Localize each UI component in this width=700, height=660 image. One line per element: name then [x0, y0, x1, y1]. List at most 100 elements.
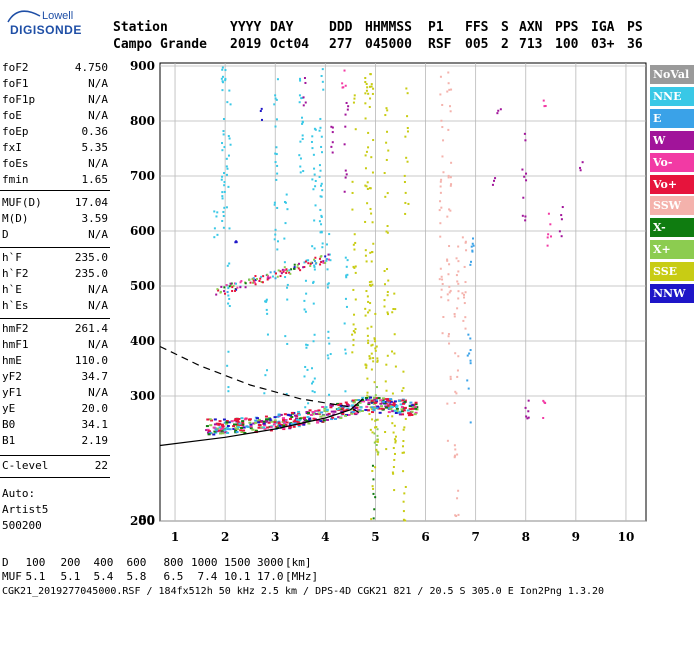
- echo-point: [525, 415, 528, 418]
- echo-point: [367, 311, 370, 314]
- echo-point: [401, 402, 405, 405]
- echo-point: [239, 424, 243, 427]
- param-row-yf2: yF2 34.7: [2, 369, 108, 383]
- echo-point: [364, 363, 367, 366]
- echo-point: [463, 293, 466, 296]
- y-tick-label: 600: [130, 224, 155, 238]
- y-tick-label: 900: [130, 59, 155, 73]
- autoscaling-name: Artist5: [2, 503, 49, 516]
- echo-point: [224, 69, 227, 72]
- param-name: hmF1: [2, 338, 29, 351]
- echo-point: [298, 262, 301, 265]
- echo-point: [414, 403, 418, 406]
- echo-point: [319, 126, 322, 129]
- echo-point: [213, 210, 216, 213]
- echo-point: [470, 260, 473, 263]
- echo-point: [226, 291, 229, 294]
- echo-point: [414, 401, 418, 404]
- echo-point: [289, 272, 292, 275]
- echo-point: [403, 181, 406, 184]
- echo-point: [391, 471, 394, 474]
- echo-point: [372, 492, 375, 495]
- echo-point: [440, 288, 443, 291]
- echo-point: [353, 331, 356, 334]
- echo-point: [303, 299, 306, 302]
- footer-d-value: 100: [25, 556, 46, 569]
- echo-point: [404, 191, 407, 194]
- echo-point: [226, 264, 229, 267]
- echo-point: [447, 176, 450, 179]
- param-separator: [0, 318, 110, 319]
- echo-point: [546, 236, 549, 239]
- echo-point: [387, 415, 390, 418]
- echo-point: [385, 398, 389, 401]
- header-p1-value: RSF: [428, 37, 452, 52]
- echo-point: [320, 195, 323, 198]
- echo-point: [274, 152, 277, 155]
- echo-point: [266, 369, 269, 372]
- echo-point: [288, 269, 291, 272]
- echo-point: [216, 288, 219, 291]
- echo-point: [324, 261, 327, 264]
- echo-point: [364, 249, 367, 252]
- echo-point: [441, 332, 444, 335]
- echo-point: [226, 428, 230, 431]
- echo-point: [384, 405, 388, 408]
- echo-point: [215, 429, 219, 432]
- echo-point: [406, 409, 410, 412]
- echo-point: [299, 171, 302, 174]
- footer-muf-value: 17.0: [257, 570, 284, 583]
- echo-point: [281, 420, 285, 423]
- echo-point: [227, 287, 230, 290]
- echo-point: [388, 407, 392, 410]
- echo-point: [346, 407, 350, 410]
- echo-point: [440, 178, 443, 181]
- echo-point: [408, 408, 412, 411]
- echo-point: [226, 425, 230, 428]
- footer-muf-value: 5.1: [60, 570, 81, 583]
- echo-point: [497, 109, 500, 112]
- header-year-value: 2019: [230, 37, 262, 52]
- echo-point: [441, 126, 444, 129]
- echo-point: [328, 342, 331, 345]
- echo-point: [354, 265, 357, 268]
- echo-point: [372, 357, 375, 360]
- echo-point: [446, 402, 449, 405]
- echo-point: [385, 107, 388, 110]
- echo-point: [354, 241, 357, 244]
- echo-point: [222, 418, 226, 421]
- echo-point: [319, 169, 322, 172]
- echo-point: [275, 146, 278, 149]
- echo-point: [401, 410, 405, 413]
- y-tick-label: 800: [130, 114, 155, 128]
- echo-point: [447, 71, 450, 74]
- echo-point: [387, 149, 390, 152]
- echo-point: [384, 195, 387, 198]
- echo-point: [273, 201, 276, 204]
- echo-point: [402, 440, 405, 443]
- echo-point: [448, 245, 451, 248]
- footer-d-value: 600: [126, 556, 147, 569]
- echo-point: [366, 394, 369, 397]
- echo-point: [288, 271, 291, 274]
- echo-point: [391, 311, 394, 314]
- echo-point: [307, 259, 310, 262]
- echo-point: [387, 404, 391, 407]
- footer-d-unit: [km]: [285, 556, 312, 569]
- param-separator: [0, 247, 110, 248]
- echo-point: [274, 94, 277, 97]
- echo-point: [353, 313, 356, 316]
- echo-point: [351, 410, 355, 413]
- echo-point: [391, 410, 395, 413]
- footer: D MUF [km] [MHz] CGK21_2019277045000.RSF…: [0, 556, 700, 600]
- echo-point: [321, 151, 324, 154]
- echo-point: [303, 375, 306, 378]
- echo-point: [438, 209, 441, 212]
- echo-point: [283, 261, 286, 264]
- echo-point: [550, 235, 553, 238]
- echo-point: [259, 110, 262, 113]
- echo-point: [364, 92, 367, 95]
- echo-point: [372, 409, 376, 412]
- echo-point: [471, 242, 474, 245]
- echo-point: [279, 270, 282, 273]
